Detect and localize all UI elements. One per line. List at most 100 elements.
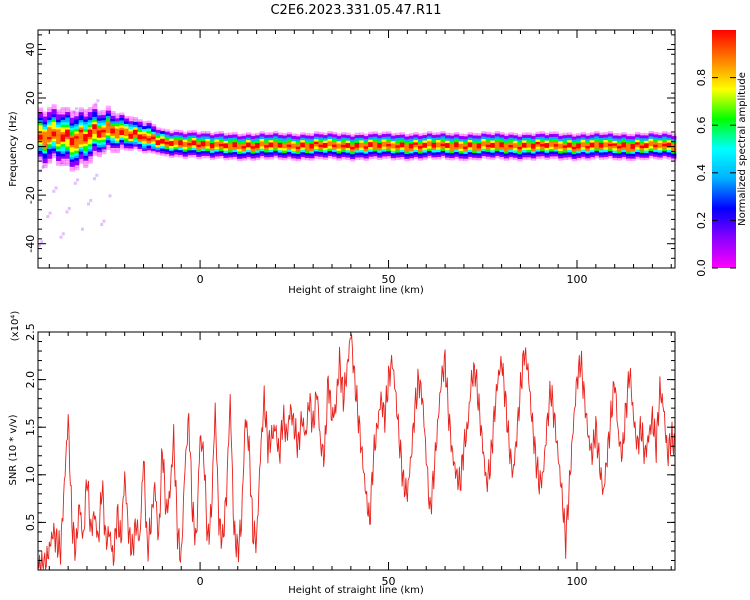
spectrogram-cell (553, 148, 559, 152)
spectrogram-cell (368, 134, 374, 138)
spectrogram-cell (255, 135, 261, 139)
spectrogram-cell (87, 160, 93, 164)
spectrogram-cell (467, 156, 473, 160)
spectrogram-cell (246, 144, 252, 148)
spectrogram-cell (96, 154, 102, 158)
spectrogram-cell (336, 138, 342, 142)
spectrogram-cell (558, 155, 564, 159)
spectrogram-cell (395, 144, 401, 148)
spectrogram-cell (92, 123, 98, 127)
spectrogram-cell (381, 146, 387, 150)
spectrogram-cell (386, 145, 392, 149)
spectrogram-cell (626, 155, 632, 159)
spectrogram-cell (300, 139, 306, 143)
spectrogram-cell (585, 145, 591, 149)
spectrogram-cell (531, 155, 537, 159)
spectrogram-cell (449, 145, 455, 149)
spectrogram-cell (268, 134, 274, 138)
spectrogram-cell (132, 117, 139, 121)
spectrogram-cell (494, 155, 500, 159)
spectrogram-cell (255, 142, 261, 146)
spectrogram-cell (83, 111, 89, 115)
spectrogram-cell (250, 150, 256, 154)
spectrogram-cell (657, 154, 663, 158)
spectrogram-cell (467, 134, 473, 138)
spectrogram-cell (110, 149, 116, 153)
spectrogram-cell (69, 127, 75, 131)
spectrogram-cell (508, 134, 514, 138)
spectrogram-cell (639, 157, 645, 161)
spectrogram-cell (214, 148, 220, 152)
spectrogram-cell (83, 160, 89, 164)
spectrogram-cell (644, 137, 650, 141)
spectrogram-cell (472, 154, 478, 158)
spectrogram-cell (467, 136, 473, 140)
spectrogram-cell (160, 138, 166, 142)
spectrogram-cell (187, 135, 193, 139)
spectrogram-cell (110, 127, 116, 132)
spectrogram-cell (74, 138, 80, 142)
spectrogram-cell (277, 156, 283, 160)
spectrogram-cell (512, 147, 519, 151)
spectrogram-cell (61, 232, 65, 236)
spectrogram-cell (544, 140, 550, 144)
spectrogram-cell (191, 151, 197, 155)
spectrogram-cell (535, 143, 541, 147)
spectrogram-cell (363, 157, 369, 161)
spectrogram-cell (422, 151, 428, 155)
spectrogram-cell (250, 133, 256, 137)
spectrogram-cell (449, 147, 455, 151)
spectrogram-cell (589, 156, 595, 160)
spectrogram-cell (56, 141, 62, 145)
spectrogram-cell (137, 138, 143, 142)
spectrogram-cell (472, 145, 478, 149)
spectrogram-cell (657, 142, 663, 146)
spectrogram-cell (69, 122, 75, 126)
spectrogram-cell (160, 152, 166, 156)
spectrogram-frame (37, 29, 676, 269)
spectrogram-cell (648, 143, 654, 147)
spectrogram-cell (322, 154, 329, 158)
spectrogram-cell (169, 138, 175, 142)
y-tick-label: 1.5 (24, 418, 37, 436)
spectrogram-cell (132, 136, 139, 140)
spectrogram-cell (51, 121, 57, 125)
spectrogram-cell (589, 144, 595, 148)
spectrogram-cell (589, 149, 595, 153)
spectrogram-cell (598, 151, 604, 155)
spectrogram-cell (264, 139, 270, 143)
spectrogram-cell (83, 152, 89, 156)
spectrogram-cell (408, 142, 415, 146)
spectrogram-cell (65, 107, 71, 111)
spectrogram-cell (268, 137, 274, 141)
spectrogram-cell (42, 160, 48, 164)
spectrogram-cell (200, 152, 206, 156)
spectrogram-cell (485, 131, 491, 135)
spectrogram-cell (38, 134, 44, 138)
spectrogram-cell (178, 132, 184, 136)
spectrogram-cell (445, 157, 451, 161)
spectrogram-cell (350, 151, 356, 155)
spectrogram-cell (377, 147, 383, 151)
spectrogram-cell (390, 145, 396, 149)
spectrogram-cell (78, 129, 84, 133)
spectrogram-cell (300, 156, 306, 160)
spectrogram-cell (105, 125, 111, 129)
spectrogram-cell (386, 150, 392, 154)
spectrogram-cell (426, 152, 433, 156)
spectrogram-cell (386, 153, 392, 157)
spectrogram-cell (458, 157, 464, 161)
spectrogram-cell (259, 136, 265, 140)
spectrogram-cell (336, 135, 342, 139)
spectrogram-cell (105, 122, 111, 126)
spectrogram-cell (345, 135, 351, 139)
spectrogram-cell (666, 139, 672, 143)
spectrogram-cell (445, 142, 451, 146)
spectrogram-cell (60, 143, 66, 147)
spectrogram-cell (132, 119, 139, 123)
spectrogram-cell (65, 153, 71, 157)
spectrogram-cell (42, 118, 48, 122)
spectrogram-cell (74, 111, 80, 115)
spectrogram-cell (178, 130, 184, 134)
spectrogram-cell (458, 152, 464, 156)
